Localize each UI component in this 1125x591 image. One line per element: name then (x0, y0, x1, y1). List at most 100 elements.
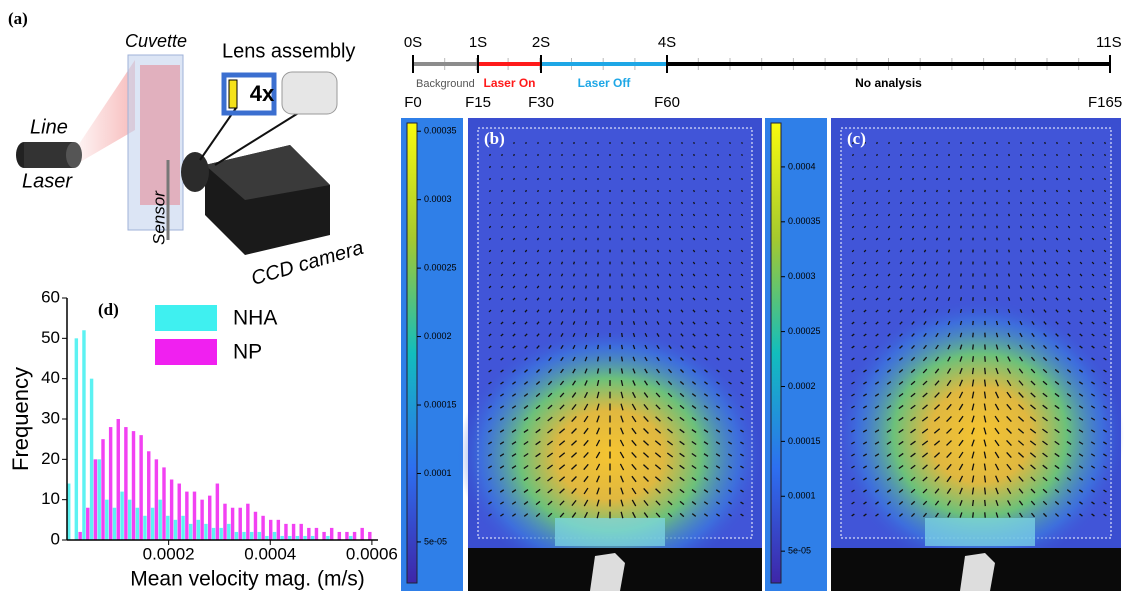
histogram-bar (284, 524, 287, 540)
velocity-arrow (741, 190, 742, 191)
laser-face (66, 142, 82, 168)
velocity-arrow (550, 142, 551, 144)
velocity-arrow (538, 178, 539, 180)
time-label: 4S (658, 34, 676, 51)
velocity-arrow (937, 214, 938, 216)
histogram-bar (105, 500, 108, 540)
legend-label: NHA (233, 307, 277, 330)
velocity-arrow (937, 226, 938, 228)
lens-element (229, 80, 237, 108)
histogram-bar (345, 532, 348, 540)
velocity-arrow (864, 154, 865, 155)
velocity-arrow (973, 344, 974, 349)
y-tick-label: 50 (41, 328, 60, 347)
x-tick-label: 0.0004 (244, 544, 296, 563)
histogram-bar (170, 480, 173, 541)
histogram-bar (338, 532, 341, 540)
frame-label: F15 (465, 94, 491, 111)
histogram-bar (136, 508, 139, 540)
colorbar-tick-label: 5e-05 (424, 536, 447, 546)
velocity-arrow (562, 250, 563, 252)
panel-label: (a) (8, 9, 28, 28)
velocity-arrow (1069, 154, 1070, 156)
velocity-arrow (1045, 202, 1046, 204)
velocity-arrow (717, 178, 718, 180)
histogram-bar (151, 508, 154, 540)
velocity-arrow (694, 178, 695, 180)
velocity-arrow (694, 166, 695, 168)
histogram-bar (147, 451, 150, 540)
velocity-arrow (852, 166, 853, 167)
lens-label: Lens assembly (222, 40, 355, 62)
histogram-bar (120, 492, 123, 540)
velocity-arrow (513, 202, 514, 204)
velocity-arrow (1068, 190, 1069, 192)
colorbar-tick-label: 5e-05 (788, 546, 811, 556)
velocity-arrow (1069, 166, 1070, 168)
velocity-arrow (634, 286, 635, 289)
histogram-bar (292, 524, 295, 540)
y-tick-label: 30 (41, 408, 60, 427)
velocity-arrow (514, 142, 515, 143)
velocity-arrow (598, 345, 599, 349)
velocity-arrow (549, 238, 550, 240)
figure: (a) Line Laser Cuvette Sensor 4x Lens as… (0, 0, 1125, 591)
histogram-bar (75, 338, 78, 540)
velocity-arrow (901, 166, 902, 168)
histogram-bar (235, 532, 238, 540)
velocity-arrow (622, 321, 623, 325)
histogram-bar (219, 528, 222, 540)
velocity-arrow (1021, 202, 1022, 204)
velocity-arrow (670, 190, 671, 192)
velocity-arrow (706, 178, 707, 180)
velocity-arrow (646, 202, 647, 204)
velocity-arrow (598, 321, 599, 325)
velocity-arrow (937, 166, 938, 168)
velocity-arrow (937, 190, 938, 192)
timeline: BackgroundLaser OnLaser OffNo analysis0S… (404, 34, 1122, 111)
histogram: (d) 01020304050600.00020.00040.0006Mean … (8, 287, 398, 590)
velocity-arrow (562, 226, 563, 228)
velocity-arrow (670, 178, 671, 180)
velocity-arrow (925, 214, 926, 216)
velocity-arrow (514, 166, 515, 168)
velocity-arrow (693, 214, 694, 216)
phase-label: No analysis (855, 76, 922, 90)
velocity-maps: 5e-050.00010.000150.00020.000250.00030.0… (401, 118, 1124, 591)
velocity-arrow (1009, 238, 1010, 241)
velocity-arrow (730, 142, 731, 143)
colorbar-tick-label: 0.0002 (788, 381, 816, 391)
velocity-arrow (693, 202, 694, 204)
velocity-arrow (526, 190, 527, 192)
histogram-bar (204, 524, 207, 540)
velocity-arrow (718, 154, 719, 155)
velocity-arrow (1104, 166, 1105, 167)
velocity-arrow (1009, 262, 1010, 265)
velocity-arrow (646, 274, 647, 277)
histogram-bar (117, 419, 120, 540)
histogram-bar (185, 492, 188, 540)
histogram-bar (86, 508, 89, 540)
velocity-arrow (586, 262, 587, 265)
velocity-arrow (658, 250, 659, 252)
velocity-arrow (901, 154, 902, 156)
velocity-arrow (1092, 178, 1093, 180)
colorbar-tick-label: 0.00015 (424, 399, 457, 409)
velocity-arrow (949, 226, 950, 228)
velocity-arrow (985, 368, 986, 374)
phase-label: Laser On (483, 76, 535, 90)
velocity-arrow (574, 250, 575, 252)
sensor-glow (555, 518, 665, 546)
velocity-arrow (997, 285, 998, 288)
velocity-arrow (949, 274, 950, 277)
velocity-arrow (1009, 250, 1010, 253)
colorbar-tick-label: 0.00025 (788, 326, 821, 336)
velocity-arrow (658, 238, 659, 240)
laser-beam (75, 60, 135, 165)
velocity-arrow (646, 226, 647, 228)
pointer (200, 108, 236, 160)
velocity-arrow (1069, 142, 1070, 144)
histogram-bar (307, 528, 310, 540)
velocity-arrow (562, 214, 563, 216)
laser-label: Line (30, 116, 68, 138)
